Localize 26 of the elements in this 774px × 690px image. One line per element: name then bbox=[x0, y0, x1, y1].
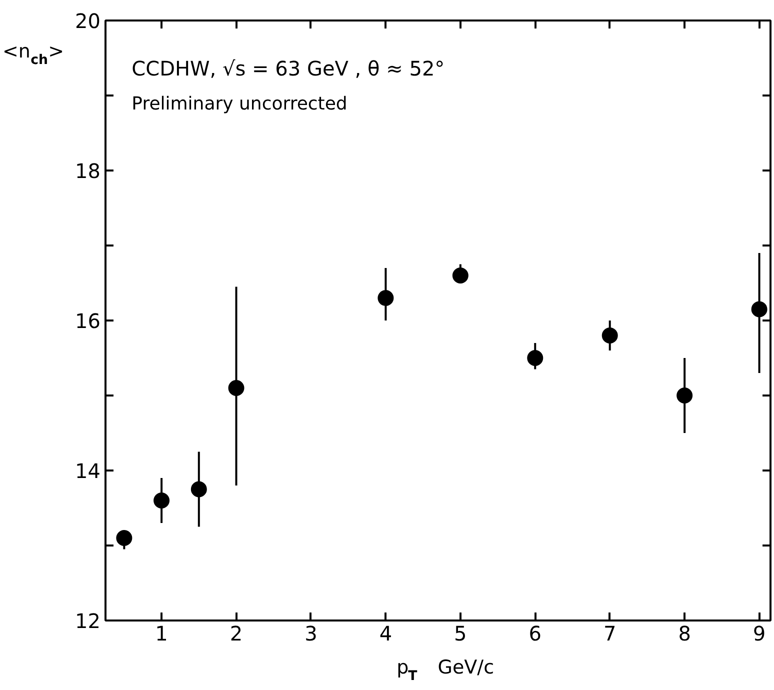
x-tick-label: 6 bbox=[528, 622, 542, 646]
x-tick-label: 4 bbox=[379, 622, 392, 646]
x-tick-label: 9 bbox=[752, 622, 766, 646]
point bbox=[751, 301, 768, 318]
y-tick-label: 16 bbox=[75, 309, 101, 333]
x-tick-label: 2 bbox=[230, 622, 243, 646]
point bbox=[602, 328, 618, 344]
x-tick-label: 8 bbox=[678, 622, 691, 646]
point bbox=[676, 388, 693, 404]
annotation: CCDHW, √s = 63 GeV , θ ≈ 52° bbox=[132, 56, 445, 80]
point bbox=[116, 530, 132, 546]
x-tick-label: 1 bbox=[155, 622, 168, 646]
annotation: Preliminary uncorrected bbox=[132, 93, 348, 114]
point bbox=[154, 492, 170, 508]
y-tick-label: 12 bbox=[75, 609, 101, 633]
point bbox=[378, 290, 394, 306]
point bbox=[452, 268, 468, 284]
y-tick-label: 20 bbox=[75, 9, 101, 33]
y-tick-label: 14 bbox=[75, 459, 101, 483]
y-tick-label: 18 bbox=[75, 159, 101, 183]
x-tick-label: 5 bbox=[454, 622, 467, 646]
point bbox=[527, 350, 544, 366]
x-tick-label: 7 bbox=[603, 622, 616, 646]
point bbox=[190, 481, 207, 498]
x-tick-label: 3 bbox=[304, 622, 318, 646]
point bbox=[228, 380, 244, 396]
